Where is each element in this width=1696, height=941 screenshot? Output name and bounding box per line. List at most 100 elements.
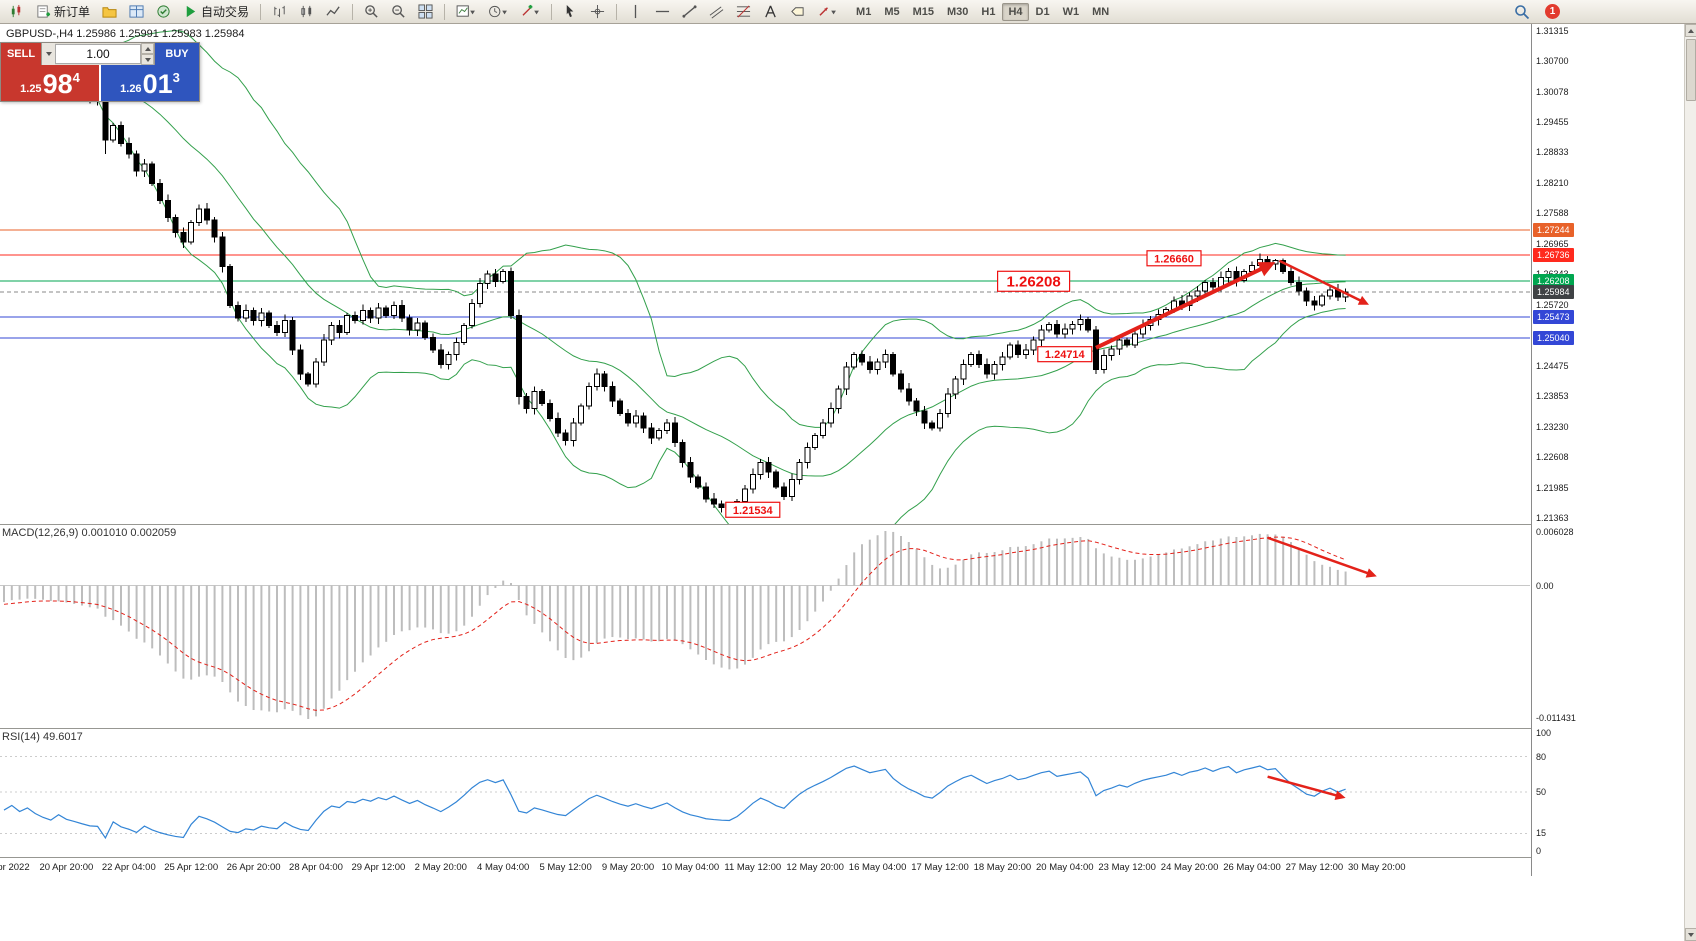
bar-chart-button[interactable] <box>267 1 292 23</box>
candle <box>476 283 483 304</box>
volume-dropdown-button[interactable] <box>42 43 55 65</box>
timeframe-m5[interactable]: M5 <box>884 5 900 18</box>
ask-prefix: 1.26 <box>120 83 142 95</box>
line-chart-button[interactable] <box>321 1 346 23</box>
scroll-up-button[interactable] <box>1685 24 1696 37</box>
scrollbar-thumb[interactable] <box>1686 39 1696 101</box>
candle <box>359 310 366 321</box>
arrows-menu-button[interactable] <box>812 1 842 23</box>
volume-increase-button[interactable] <box>141 43 154 54</box>
time-axis[interactable]: 20 Apr 2022 20 Apr 20:00 22 Apr 04:00 25 Ap… <box>0 858 1531 876</box>
candle <box>788 478 795 498</box>
svg-text:1.24714: 1.24714 <box>1045 349 1086 361</box>
horizontal-line-button[interactable] <box>650 1 675 23</box>
timeframe-h4[interactable]: H4 <box>1002 2 1029 21</box>
candle <box>461 324 468 343</box>
vertical-line-button[interactable] <box>623 1 648 23</box>
price-tag-1.26208: 1.26208 <box>1533 273 1574 288</box>
candle <box>718 503 725 508</box>
panel-divider[interactable] <box>0 524 1684 525</box>
cursor-button[interactable] <box>558 1 583 23</box>
candles-layer <box>1 60 1349 513</box>
price-axis[interactable]: 1.31315 1.30700 1.30078 1.29455 1.28833 1.282… <box>1531 24 1684 876</box>
data-window-button[interactable] <box>151 1 176 23</box>
candle <box>297 349 304 375</box>
toolbar-separator <box>444 3 446 20</box>
profiles-menu-icon <box>489 5 507 18</box>
channel-button[interactable] <box>704 1 729 23</box>
price-axis-label: 1.23853 <box>1536 391 1569 402</box>
scroll-down-button[interactable] <box>1685 928 1696 941</box>
time-axis-label: 26 May 04:00 <box>1223 862 1281 873</box>
fibonacci-button[interactable] <box>731 1 756 23</box>
main-chart-canvas[interactable]: 1.26208 1.26660 1.24714 1.21534 <box>0 24 1531 524</box>
candle <box>796 461 803 480</box>
candle <box>1061 328 1068 335</box>
volume-decrease-button[interactable] <box>141 54 154 65</box>
sell-button[interactable]: SELL <box>1 43 41 65</box>
candle <box>180 231 187 243</box>
zoom-out-button[interactable] <box>386 1 411 23</box>
zoom-in-button[interactable] <box>359 1 384 23</box>
price-axis-label: 1.27588 <box>1536 208 1569 219</box>
fibonacci-icon <box>736 5 751 18</box>
candle <box>827 407 834 424</box>
candle <box>1069 323 1076 330</box>
bid-price-button[interactable]: 1.25 98 4 <box>1 65 99 101</box>
candle <box>110 125 117 141</box>
timeframe-m15[interactable]: M15 <box>912 5 934 18</box>
text-button[interactable] <box>758 1 783 23</box>
time-axis-label: 9 May 20:00 <box>601 862 655 873</box>
timeframe-h1[interactable]: H1 <box>981 5 996 18</box>
chart-profiles-button[interactable] <box>97 1 122 23</box>
panel-divider[interactable] <box>0 728 1684 729</box>
rsi-axis-80: 80 <box>1536 751 1547 762</box>
time-axis-label: 27 May 12:00 <box>1285 862 1344 873</box>
candle <box>188 222 195 243</box>
rsi-panel-canvas[interactable] <box>0 729 1531 857</box>
candle <box>336 324 343 334</box>
chart-window-icon[interactable] <box>4 1 29 23</box>
ask-price-button[interactable]: 1.26 01 3 <box>101 65 199 101</box>
tile-windows-button[interactable] <box>413 1 438 23</box>
timeframe-d1[interactable]: D1 <box>1035 5 1050 18</box>
buy-button[interactable]: BUY <box>155 43 199 65</box>
candle <box>562 432 569 441</box>
volume-input[interactable]: 1.00 <box>55 44 141 64</box>
market-watch-button[interactable] <box>124 1 149 23</box>
rsi-axis-50: 50 <box>1536 787 1547 797</box>
text-label-button[interactable] <box>785 1 810 23</box>
candlestick-chart-button[interactable] <box>294 1 319 23</box>
candle <box>118 125 124 144</box>
candle <box>1124 339 1131 346</box>
macd-axis-max: 0.006028 <box>1536 527 1574 537</box>
new-chart-button[interactable] <box>451 1 481 23</box>
notification-badge[interactable]: 1 <box>1545 4 1560 19</box>
candle <box>391 305 397 317</box>
timeframe-w1[interactable]: W1 <box>1062 5 1080 18</box>
candle <box>812 434 819 449</box>
new-order-button[interactable]: 新订单 <box>31 1 95 23</box>
auto-trading-button[interactable]: 自动交易 <box>178 1 254 23</box>
tile-windows-icon <box>418 4 433 19</box>
vertical-scrollbar[interactable] <box>1684 24 1696 941</box>
timeframe-m30[interactable]: M30 <box>947 5 969 18</box>
candle <box>609 385 616 402</box>
profiles-menu-button[interactable] <box>483 1 513 23</box>
trendline-button[interactable] <box>677 1 702 23</box>
candle <box>898 373 904 390</box>
candle <box>422 322 429 339</box>
time-axis-label: 4 May 04:00 <box>477 862 530 873</box>
time-axis-label: 20 Apr 20:00 <box>39 862 94 873</box>
search-button[interactable] <box>1509 1 1535 23</box>
time-axis-label: 22 Apr 04:00 <box>101 862 156 873</box>
chart-ohlc-info: GBPUSD-,H4 1.25986 1.25991 1.25983 1.259… <box>6 28 245 40</box>
macd-panel-canvas[interactable] <box>0 525 1531 727</box>
candle <box>242 310 249 319</box>
chevron-down-icon <box>144 57 151 62</box>
folder-icon <box>102 7 117 18</box>
crosshair-button[interactable] <box>585 1 610 23</box>
timeframe-mn[interactable]: MN <box>1092 5 1110 18</box>
indicators-button[interactable] <box>515 1 545 23</box>
timeframe-m1[interactable]: M1 <box>856 5 872 18</box>
